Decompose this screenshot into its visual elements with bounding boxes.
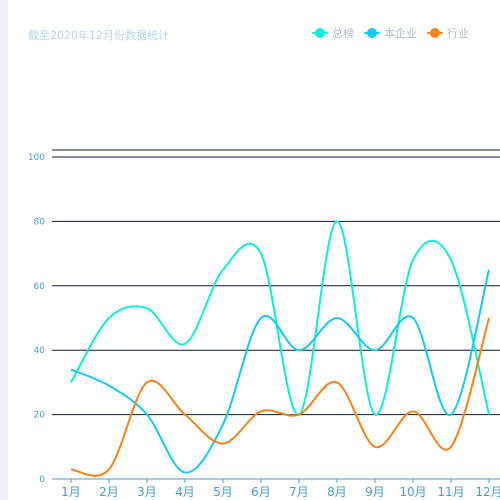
- axis-layer: 0 20 40 60 80 100 1月 2月 3月 4月 5月 6月 7月 8月 9月 10月 11月 12月: [28, 153, 500, 499]
- x-tick-label: 4月: [175, 485, 195, 499]
- legend-label-total: 总榜: [332, 27, 354, 40]
- x-tick-label: 12月: [475, 485, 500, 499]
- x-tick-label: 8月: [327, 485, 347, 499]
- legend-swatch-total: [312, 27, 328, 39]
- legend-item-company[interactable]: 本企业: [364, 25, 417, 41]
- x-tick-label: 5月: [213, 485, 233, 499]
- series-line-3: [70, 317, 490, 477]
- y-tick-label: 20: [34, 411, 46, 421]
- grid-layer: [52, 149, 500, 416]
- legend-item-industry[interactable]: 行业: [427, 25, 469, 41]
- series-line-2: [70, 269, 490, 474]
- x-tick-label: 7月: [289, 485, 309, 499]
- chart-legend: 总榜 本企业 行业: [312, 25, 479, 41]
- series-line-1: [70, 220, 490, 416]
- legend-swatch-industry: [427, 27, 443, 39]
- x-tick-label: 9月: [365, 485, 385, 499]
- x-tick-label: 2月: [99, 485, 119, 499]
- x-tick-label: 3月: [137, 485, 157, 499]
- left-edge-strip: [0, 0, 8, 500]
- legend-label-company: 本企业: [384, 27, 417, 40]
- y-tick-label: 80: [34, 217, 46, 227]
- x-tick-label: 6月: [251, 485, 271, 499]
- chart-subtitle: 截至2020年12月份数据统计: [28, 29, 169, 42]
- y-tick-label: 60: [34, 282, 46, 292]
- x-tick-label: 10月: [399, 485, 426, 499]
- x-tick-label: 1月: [61, 485, 81, 499]
- legend-swatch-company: [364, 27, 380, 39]
- legend-item-total[interactable]: 总榜: [312, 25, 354, 41]
- y-tick-label: 0: [39, 475, 45, 485]
- series-layer: [70, 220, 490, 477]
- y-tick-label: 40: [34, 346, 46, 356]
- x-tick-label: 11月: [437, 485, 464, 499]
- y-tick-label: 100: [28, 153, 45, 163]
- legend-label-industry: 行业: [447, 27, 469, 40]
